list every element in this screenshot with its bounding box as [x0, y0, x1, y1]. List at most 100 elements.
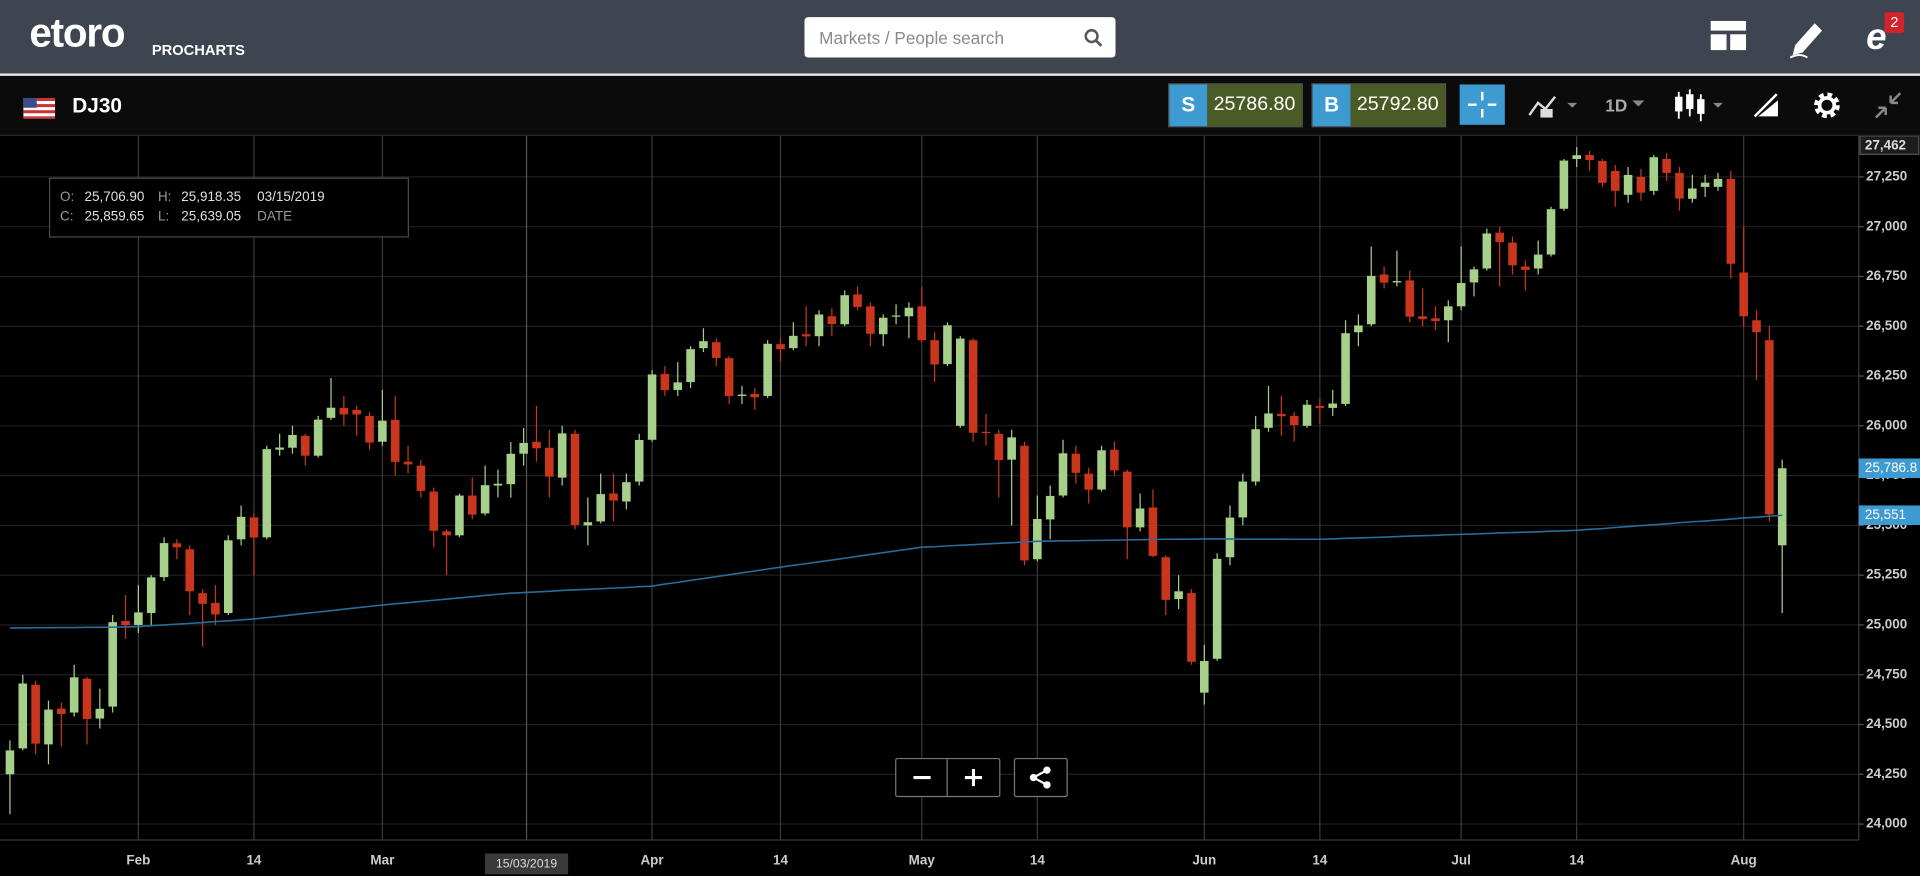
close-value: 25,859.65 [84, 209, 145, 225]
candle-body [814, 314, 824, 337]
chart-type-button[interactable] [1673, 88, 1727, 122]
open-label: O: [60, 189, 75, 205]
candle-body [673, 382, 683, 390]
timeframe-arrow[interactable] [1632, 100, 1645, 107]
x-tick-label: 14 [1569, 852, 1584, 867]
timeframe[interactable]: 1D [1605, 95, 1628, 116]
candle-body [326, 407, 336, 418]
candle-body [185, 549, 195, 592]
layout-icon[interactable] [1710, 20, 1747, 51]
candle-body [1097, 450, 1106, 490]
ohlc-info-box: O: 25,706.90 H: 25,918.35 03/15/2019 C: … [48, 177, 409, 238]
candle-body [467, 495, 477, 515]
candle-body [1238, 481, 1248, 518]
minimize-button[interactable] [1873, 91, 1902, 120]
candle-body [1225, 517, 1235, 558]
candle-body [1649, 157, 1659, 191]
candle-body [5, 750, 15, 775]
y-tick-label: 27,462 [1865, 137, 1906, 152]
y-tick-label: 25,250 [1866, 567, 1907, 582]
candle-body [31, 684, 40, 744]
candle-body [981, 431, 991, 434]
candle-body [917, 306, 927, 341]
candle-body [930, 340, 939, 365]
candle-body [390, 419, 400, 462]
candle-body [1315, 405, 1325, 408]
indicators-button[interactable] [1526, 91, 1582, 120]
candle-body [1688, 188, 1697, 199]
zoom-out-button[interactable] [896, 759, 946, 796]
candle-body [1431, 318, 1440, 322]
y-tick-label: 25,000 [1866, 617, 1907, 632]
avatar-letter: e [1866, 17, 1887, 58]
candle-body [1765, 340, 1774, 515]
search-icon[interactable] [1084, 28, 1104, 48]
candle-body [1341, 333, 1350, 404]
search-box[interactable]: Markets / People search [804, 17, 1116, 58]
candle-body [1662, 158, 1671, 173]
candle-body [660, 374, 670, 391]
candle-body [994, 433, 1004, 461]
logo[interactable]: etoro [29, 9, 125, 56]
candle-body [1559, 160, 1569, 209]
candle-body [18, 683, 28, 749]
sell-price: 25786.80 [1207, 84, 1302, 127]
candle-body [1135, 508, 1145, 528]
y-tick-label: 26,000 [1866, 417, 1907, 432]
y-tick-label: 26,500 [1866, 318, 1907, 333]
candle-body [583, 522, 593, 526]
price-label: 25,786.8 [1865, 460, 1917, 475]
buy-price: 25792.80 [1350, 84, 1445, 127]
sell-button[interactable]: S 25786.80 [1168, 83, 1303, 128]
zoom-in-button[interactable] [948, 759, 999, 796]
x-tick-label: Apr [640, 852, 664, 867]
candle-body [275, 447, 284, 450]
candle-body [519, 442, 528, 454]
y-tick-label: 27,000 [1866, 218, 1907, 233]
candle-body [545, 447, 554, 477]
ma-label: 25,551 [1865, 507, 1906, 522]
share-button[interactable] [1013, 757, 1068, 798]
candle-body [878, 317, 888, 335]
candle-body [1366, 275, 1376, 325]
crosshair-button[interactable] [1459, 84, 1505, 125]
avatar[interactable]: e 2 [1864, 12, 1905, 58]
y-tick-label: 27,250 [1866, 168, 1907, 183]
candle-body [1572, 155, 1582, 159]
settings-button[interactable] [1812, 91, 1841, 120]
low-value: 25,639.05 [181, 209, 242, 225]
date-value: 03/15/2019 [257, 189, 325, 205]
candle-body [1739, 272, 1748, 317]
share-icon [1029, 766, 1051, 789]
candle-body [1264, 413, 1273, 428]
buy-button[interactable]: B 25792.80 [1311, 83, 1447, 128]
date-label: DATE [257, 209, 293, 225]
candle-body [763, 343, 772, 396]
candle-body [596, 494, 605, 522]
candle-body [1354, 325, 1363, 333]
drawing-button[interactable] [1751, 91, 1783, 120]
candle-body [750, 393, 760, 398]
price-label-box [1858, 458, 1920, 479]
candle-body [1045, 495, 1055, 520]
zoom-divider [946, 759, 948, 796]
pencil-icon[interactable] [1788, 16, 1827, 60]
candle-body [1071, 453, 1081, 473]
symbol: DJ30 [72, 94, 123, 118]
x-tick-label: Mar [370, 852, 395, 867]
candle-body [1623, 174, 1633, 195]
candle-body [1752, 320, 1761, 333]
candle-body [82, 678, 92, 719]
candle-body [493, 483, 503, 486]
candle-body [442, 531, 451, 536]
candle-body [1007, 437, 1016, 460]
candle-body [1585, 155, 1594, 160]
y-tick-label: 24,750 [1866, 666, 1907, 681]
candle-body [801, 334, 811, 337]
ma-label-box [1858, 505, 1920, 526]
candle-body [236, 516, 246, 540]
